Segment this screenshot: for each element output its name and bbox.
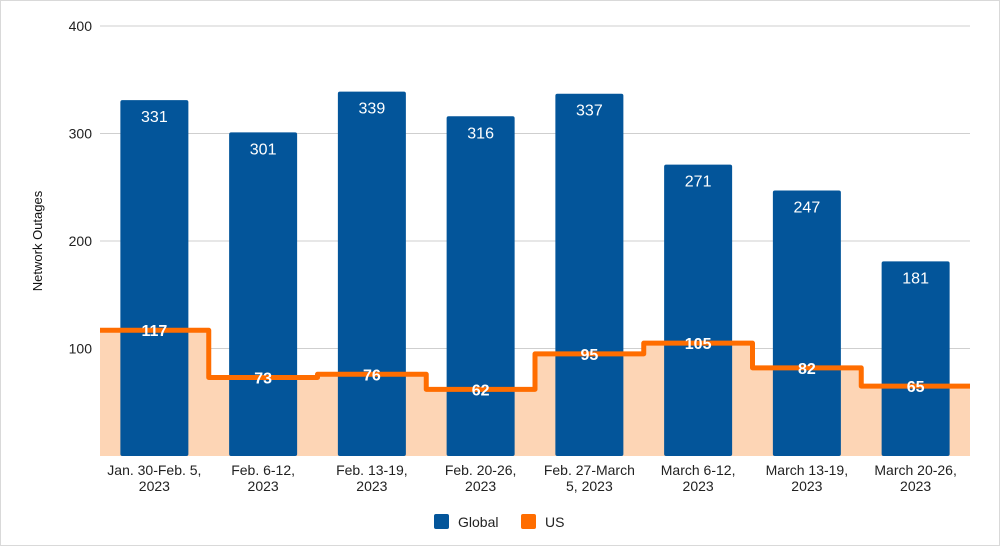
legend-us-label: US: [545, 514, 564, 530]
legend: Global US: [434, 514, 564, 530]
us-point-label: 82: [798, 361, 816, 378]
y-tick-label: 400: [69, 18, 93, 34]
legend-global-label: Global: [458, 514, 498, 530]
global-bars: [120, 91, 950, 457]
global-bar: [881, 261, 950, 456]
y-tick-label: 200: [69, 233, 93, 249]
global-bar-label: 337: [576, 103, 603, 120]
x-tick-label: March 20-26, 2023: [874, 462, 956, 494]
us-point-label: 105: [685, 336, 712, 353]
global-bar: [120, 100, 189, 457]
us-point-label: 62: [472, 382, 490, 399]
global-bar-label: 339: [359, 101, 386, 118]
us-line-path: [100, 327, 970, 392]
data-labels: 331 301 339 316 337 271 247 181 117 73 76 62 95 105 82…: [141, 101, 929, 400]
x-tick-label: March 13-19, 2023: [766, 462, 848, 494]
global-bar-label: 271: [685, 174, 712, 191]
x-axis-ticks: Jan. 30-Feb. 5, 2023 Feb. 6-12, 2023 Feb. 13…: [107, 462, 957, 494]
x-tick-label: Feb. 27-March 5, 2023: [544, 462, 635, 494]
us-point-label: 65: [907, 379, 925, 396]
global-bar: [229, 132, 298, 457]
y-tick-label: 300: [69, 126, 93, 142]
us-point-label: 95: [580, 347, 598, 364]
y-tick-label: 100: [69, 341, 93, 357]
global-bar: [555, 93, 624, 456]
global-bar: [446, 116, 515, 457]
x-tick-label: March 6-12, 2023: [661, 462, 736, 494]
x-tick-label: Jan. 30-Feb. 5, 2023: [107, 462, 201, 494]
us-point-label: 76: [363, 367, 381, 384]
global-bar-label: 301: [250, 141, 277, 158]
x-tick-label: Feb. 6-12, 2023: [231, 462, 295, 494]
y-axis-ticks: 100 200 300 400: [69, 18, 93, 357]
us-line: [100, 327, 970, 392]
global-bar: [337, 91, 406, 456]
x-tick-label: Feb. 13-19, 2023: [336, 462, 408, 494]
global-bar-label: 247: [794, 199, 821, 216]
global-bar-label: 181: [902, 270, 929, 287]
us-point-label: 73: [254, 371, 272, 388]
y-axis-label: Network Outages: [30, 190, 45, 291]
global-bar-label: 331: [141, 109, 168, 126]
global-bar: [772, 190, 841, 456]
x-tick-label: Feb. 20-26, 2023: [445, 462, 517, 494]
global-bar: [664, 164, 733, 457]
legend-us-swatch: [521, 514, 536, 529]
global-bar-label: 316: [467, 125, 494, 142]
us-point-label: 117: [141, 323, 167, 340]
legend-global-swatch: [434, 514, 449, 529]
